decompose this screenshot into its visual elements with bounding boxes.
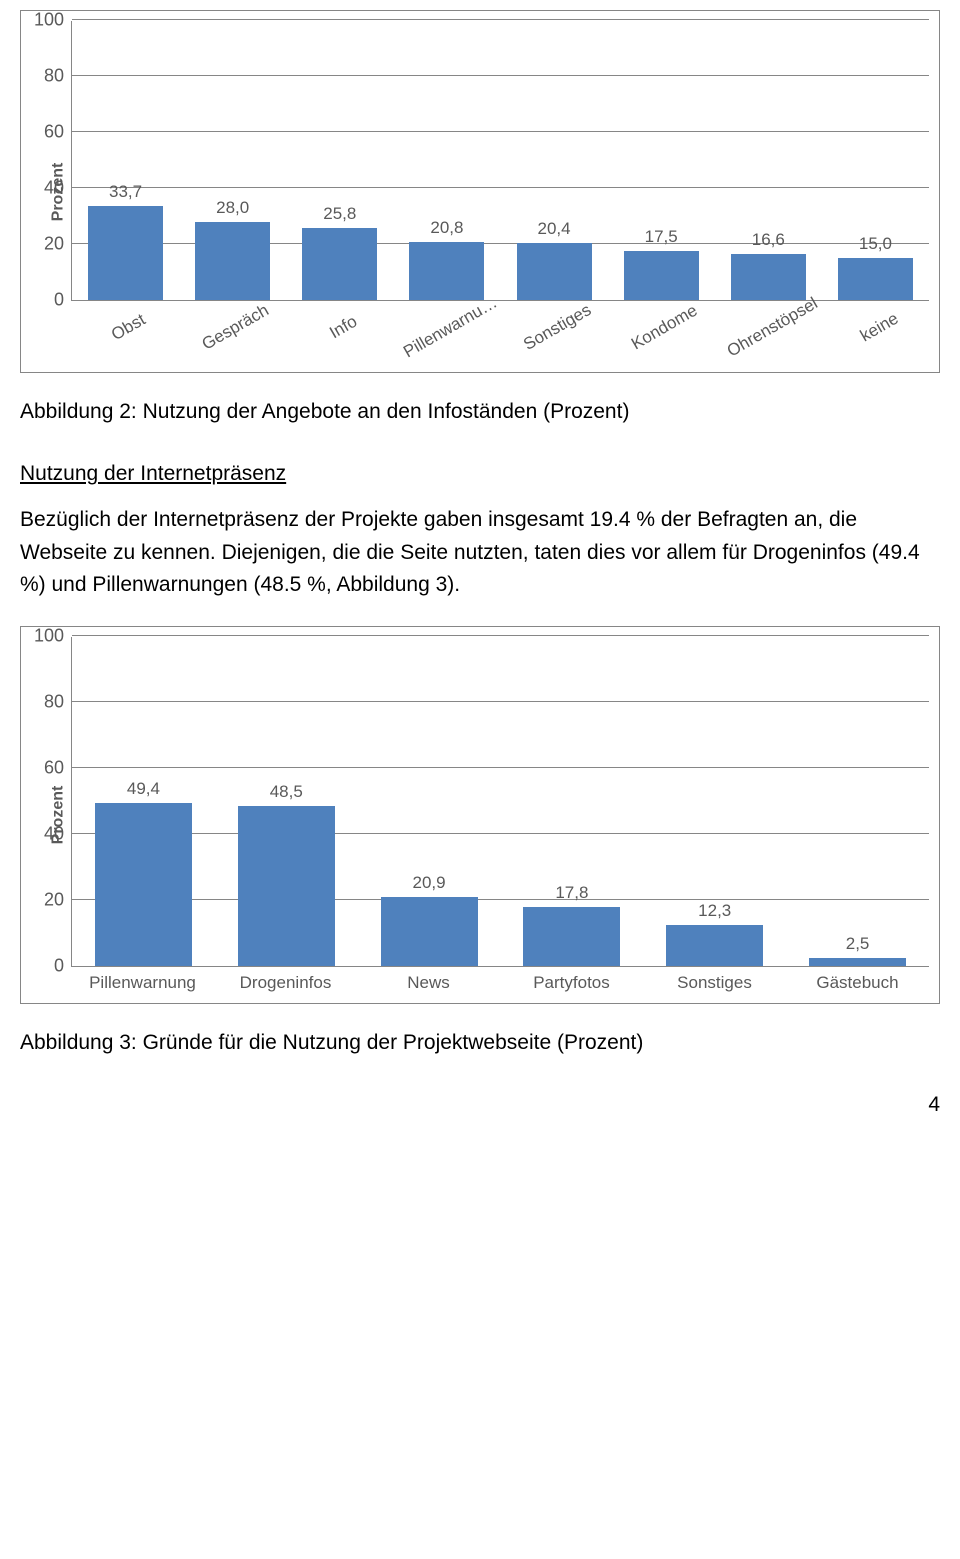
bar-value-label: 25,8 <box>323 204 356 224</box>
x-tick-label: keine <box>828 292 941 380</box>
bar-value-label: 33,7 <box>109 182 142 202</box>
bar-slot: 17,5 <box>608 21 715 300</box>
x-tick-label: Kondome <box>613 292 726 380</box>
subheading-internet: Nutzung der Internetpräsenz <box>20 462 940 486</box>
bar <box>238 806 335 966</box>
y-tick-label: 100 <box>34 10 72 31</box>
plot-area: 02040608010049,448,520,917,812,32,5 <box>71 637 929 967</box>
bar-value-label: 20,4 <box>538 219 571 239</box>
grid-line <box>72 635 929 636</box>
x-tick-label: Obst <box>77 292 190 380</box>
y-tick-label: 0 <box>54 290 72 311</box>
bar-slot: 12,3 <box>643 637 786 966</box>
bar-value-label: 12,3 <box>698 901 731 921</box>
y-tick-label: 80 <box>44 66 72 87</box>
bar <box>88 206 163 300</box>
plot-area: 02040608010033,728,025,820,820,417,516,6… <box>71 21 929 301</box>
caption-2: Abbildung 3: Gründe für die Nutzung der … <box>20 1028 940 1057</box>
bar-slot: 20,8 <box>393 21 500 300</box>
y-tick-label: 0 <box>54 956 72 977</box>
chart-1: Prozent02040608010033,728,025,820,820,41… <box>20 10 940 373</box>
bar-value-label: 17,8 <box>555 883 588 903</box>
bar-value-label: 2,5 <box>846 934 870 954</box>
grid-line <box>72 19 929 20</box>
x-labels-row: PillenwarnungDrogeninfosNewsPartyfotosSo… <box>71 973 929 993</box>
bar-value-label: 48,5 <box>270 782 303 802</box>
x-tick-label: Gespräch <box>184 292 297 380</box>
bar-slot: 15,0 <box>822 21 929 300</box>
x-tick-label: Ohrenstöpsel <box>721 292 834 380</box>
bar-value-label: 15,0 <box>859 234 892 254</box>
bar <box>517 243 592 300</box>
bars-row: 49,4 48,5 20,9 17,8 12,3 2,5 <box>72 637 929 966</box>
y-tick-label: 20 <box>44 234 72 255</box>
y-tick-label: 20 <box>44 890 72 911</box>
bar-value-label: 16,6 <box>752 230 785 250</box>
bar-value-label: 20,9 <box>413 873 446 893</box>
bar-slot: 16,6 <box>715 21 822 300</box>
bar <box>523 907 620 966</box>
x-tick-label: Gästebuch <box>786 973 929 993</box>
y-tick-label: 40 <box>44 178 72 199</box>
y-tick-label: 100 <box>34 626 72 647</box>
bar-slot: 48,5 <box>215 637 358 966</box>
bar <box>809 958 906 966</box>
bar <box>302 228 377 300</box>
x-tick-label: Info <box>292 292 405 380</box>
bar-value-label: 20,8 <box>430 218 463 238</box>
bar-slot: 17,8 <box>500 637 643 966</box>
y-tick-label: 80 <box>44 692 72 713</box>
bar <box>624 251 699 300</box>
x-tick-label: Drogeninfos <box>214 973 357 993</box>
bar-value-label: 49,4 <box>127 779 160 799</box>
bar-slot: 2,5 <box>786 637 929 966</box>
page-number: 4 <box>20 1093 940 1117</box>
bars-row: 33,7 28,0 25,8 20,8 20,4 17,5 16,6 15,0 <box>72 21 929 300</box>
x-tick-label: Pillenwarnu… <box>399 292 512 380</box>
y-tick-label: 60 <box>44 122 72 143</box>
body-paragraph: Bezüglich der Internetpräsenz der Projek… <box>20 504 940 602</box>
bar <box>731 254 806 300</box>
caption-1: Abbildung 2: Nutzung der Angebote an den… <box>20 397 940 426</box>
bar-slot: 28,0 <box>179 21 286 300</box>
y-tick-label: 40 <box>44 824 72 845</box>
x-tick-label: Sonstiges <box>643 973 786 993</box>
bar <box>381 897 478 966</box>
x-tick-label: Sonstiges <box>506 292 619 380</box>
bar-slot: 33,7 <box>72 21 179 300</box>
bar-value-label: 28,0 <box>216 198 249 218</box>
x-tick-label: News <box>357 973 500 993</box>
bar <box>838 258 913 300</box>
x-labels-row: ObstGesprächInfoPillenwarnu…SonstigesKon… <box>71 307 929 362</box>
bar-slot: 49,4 <box>72 637 215 966</box>
bar <box>95 803 192 966</box>
bar <box>409 242 484 300</box>
bar-slot: 20,4 <box>501 21 608 300</box>
chart-2: Prozent02040608010049,448,520,917,812,32… <box>20 626 940 1004</box>
x-tick-label: Partyfotos <box>500 973 643 993</box>
x-tick-label: Pillenwarnung <box>71 973 214 993</box>
bar-value-label: 17,5 <box>645 227 678 247</box>
bar <box>195 222 270 300</box>
bar-slot: 25,8 <box>286 21 393 300</box>
bar <box>666 925 763 966</box>
y-tick-label: 60 <box>44 758 72 779</box>
bar-slot: 20,9 <box>358 637 501 966</box>
